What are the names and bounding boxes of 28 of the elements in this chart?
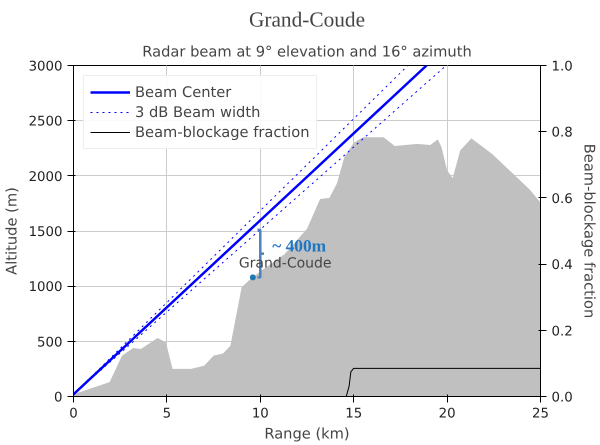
y2-tick-label: 0.6	[552, 192, 573, 207]
legend-label: Beam Center	[135, 84, 232, 100]
y2-tick-label: 0.8	[552, 126, 573, 141]
x-tick-label: 25	[532, 406, 549, 422]
y-axis-title: Altitude (m)	[4, 187, 21, 275]
x-tick-label: 20	[438, 406, 456, 422]
y-tick-label: 500	[37, 335, 63, 350]
chart-subtitle: Radar beam at 9° elevation and 16° azimuth	[142, 44, 472, 60]
y2-axis-title: Beam-blockage fraction	[580, 144, 598, 318]
x-tick-label: 10	[252, 406, 269, 422]
y-tick-label: 1000	[28, 280, 63, 296]
x-tick-label: 5	[162, 406, 172, 422]
y2-tick-label: 0.0	[552, 390, 573, 406]
annotation: ~ 400m	[272, 236, 327, 256]
x-tick-label: 0	[69, 406, 78, 422]
x-tick-label: 15	[345, 406, 362, 422]
y-tick-label: 3000	[28, 60, 63, 74]
y-tick-label: 2000	[28, 170, 63, 185]
y2-tick-label: 1.0	[552, 60, 573, 74]
y-tick-label: 1500	[28, 225, 63, 240]
x-axis-title: Range (km)	[264, 426, 350, 442]
y-tick-label: 2500	[28, 114, 63, 130]
legend-label: 3 dB Beam width	[135, 104, 260, 120]
y-tick-label: 0	[54, 390, 63, 406]
legend-label: Beam-blockage fraction	[135, 124, 310, 140]
chart-title: Grand-Coude	[248, 8, 366, 32]
y2-tick-label: 0.2	[552, 324, 573, 340]
y2-tick-label: 0.4	[552, 258, 573, 274]
